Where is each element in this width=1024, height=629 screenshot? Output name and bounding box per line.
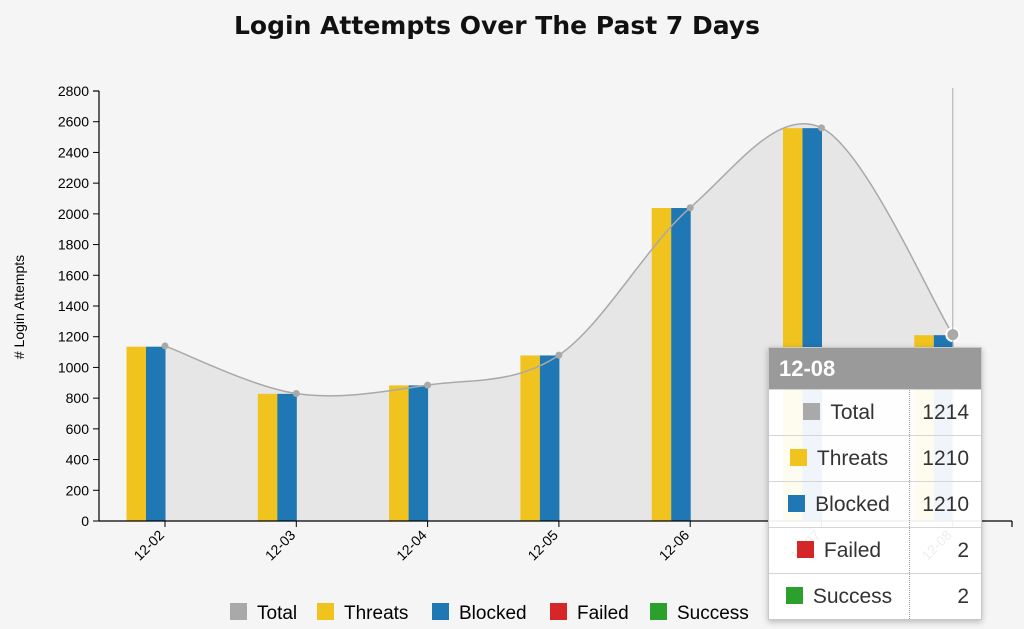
y-tick-label-200: 200 (66, 482, 90, 498)
x-tick-label-12-03: 12-03 (262, 527, 299, 564)
y-tick-label-2200: 2200 (58, 175, 89, 191)
legend-item-blocked[interactable]: Blocked (432, 603, 527, 624)
y-tick-label-0: 0 (81, 513, 89, 529)
bar-blocked-12-06[interactable] (671, 208, 691, 521)
tooltip-success-value: 2 (909, 573, 981, 619)
legend-item-threats[interactable]: Threats (317, 603, 408, 624)
legend-swatch-success (650, 603, 667, 620)
tooltip-failed-value: 2 (909, 527, 981, 574)
legend-item-failed[interactable]: Failed (550, 603, 629, 624)
bar-threats-12-04[interactable] (389, 385, 409, 521)
legend-swatch-failed (550, 603, 567, 620)
total-line (164, 122, 954, 397)
tooltip-blocked-value: 1210 (909, 481, 981, 528)
bar-blocked-12-03[interactable] (277, 393, 297, 521)
y-tick-label-1800: 1800 (58, 237, 89, 253)
tooltip-row-threats: Threats 1210 (769, 435, 981, 482)
legend-label-total: Total (257, 603, 297, 624)
y-tick-label-1600: 1600 (58, 267, 89, 283)
blocked-swatch (788, 494, 806, 512)
total-point-12-03[interactable] (292, 390, 300, 398)
y-tick-label-2600: 2600 (58, 114, 89, 130)
tooltip-row-total: Total 1214 (769, 389, 981, 436)
legend-label-failed: Failed (577, 603, 629, 624)
bar-threats-12-03[interactable] (257, 393, 278, 521)
tooltip-row-failed: Failed 2 (769, 527, 981, 574)
tooltip-blocked-name: Blocked (815, 492, 890, 516)
x-tick-label-12-04: 12-04 (393, 527, 430, 564)
y-tick-label-1000: 1000 (58, 359, 89, 375)
y-tick-label-2800: 2800 (58, 83, 89, 99)
bar-threats-12-05[interactable] (520, 355, 540, 521)
legend-item-total[interactable]: Total (230, 603, 297, 624)
tooltip-row-blocked: Blocked 1210 (769, 481, 981, 528)
total-point-12-04[interactable] (424, 381, 432, 389)
total-swatch (803, 402, 821, 420)
legend-item-success[interactable]: Success (650, 603, 749, 624)
success-swatch (785, 586, 803, 604)
legend-label-blocked: Blocked (459, 603, 527, 624)
y-tick-label-2400: 2400 (58, 144, 89, 160)
legend-swatch-threats (317, 603, 334, 620)
y-tick-label-800: 800 (66, 390, 90, 406)
x-tick-label-12-06: 12-06 (656, 527, 693, 564)
y-tick-label-1400: 1400 (58, 298, 89, 314)
y-tick-label-400: 400 (66, 452, 90, 468)
failed-swatch (796, 540, 814, 558)
y-tick-label-600: 600 (66, 421, 90, 437)
total-area (165, 123, 953, 521)
y-axis-label: # Login Attempts (11, 255, 27, 359)
legend-swatch-total (230, 603, 247, 620)
bar-threats-12-06[interactable] (651, 208, 672, 521)
bar-blocked-12-04[interactable] (408, 385, 429, 521)
threats-swatch (789, 448, 807, 466)
legend-label-threats: Threats (344, 603, 408, 624)
tooltip-row-success: Success 2 (769, 573, 981, 619)
tooltip-threats-value: 1210 (909, 435, 981, 482)
total-point-12-06[interactable] (686, 204, 694, 212)
chart-title: Login Attempts Over The Past 7 Days (234, 11, 760, 40)
hover-tooltip: 12-08 Total 1214 Threats 1210 Blocked 12… (768, 347, 982, 620)
bar-blocked-12-05[interactable] (539, 355, 560, 521)
tooltip-table: Total 1214 Threats 1210 Blocked 1210 Fai… (769, 389, 981, 619)
total-point-12-07[interactable] (818, 124, 825, 132)
legend-label-success: Success (677, 603, 749, 624)
y-tick-label-1200: 1200 (58, 329, 89, 345)
x-tick-label-12-02: 12-02 (130, 527, 167, 564)
tooltip-threats-name: Threats (816, 446, 889, 470)
bar-threats-12-02[interactable] (126, 346, 147, 521)
total-area-layer (165, 123, 953, 521)
legend-swatch-blocked (432, 603, 449, 620)
bar-blocked-12-02[interactable] (146, 346, 166, 521)
total-point-12-02[interactable] (161, 342, 169, 350)
tooltip-total-value: 1214 (909, 389, 981, 436)
tooltip-total-name: Total (830, 400, 875, 424)
tooltip-failed-name: Failed (823, 538, 882, 562)
tooltip-header: 12-08 (769, 348, 981, 389)
legend: Total Threats Blocked Failed Success (230, 603, 749, 624)
tooltip-success-name: Success (812, 584, 893, 608)
total-point-12-05[interactable] (555, 351, 563, 359)
y-tick-label-2000: 2000 (58, 206, 89, 222)
x-tick-label-12-05: 12-05 (524, 527, 561, 564)
